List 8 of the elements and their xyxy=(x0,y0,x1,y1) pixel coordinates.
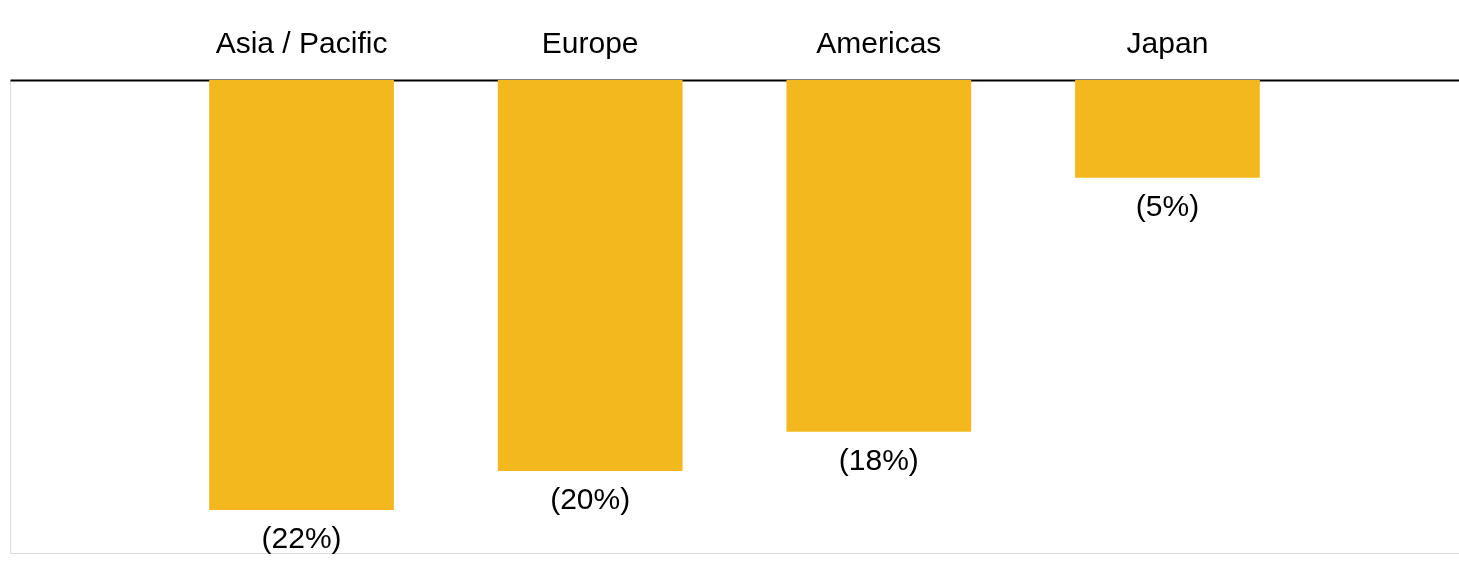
data-label: (22%) xyxy=(261,521,342,554)
data-label: (5%) xyxy=(1135,188,1200,222)
x-tick-label: Japan xyxy=(1126,25,1209,59)
x-tick-label: Asia / Pacific xyxy=(215,25,388,59)
x-tick-label: Europe xyxy=(541,25,639,59)
x-tick-label: Americas xyxy=(816,25,942,59)
data-label: (18%) xyxy=(838,442,919,476)
data-label: (20%) xyxy=(550,481,631,515)
